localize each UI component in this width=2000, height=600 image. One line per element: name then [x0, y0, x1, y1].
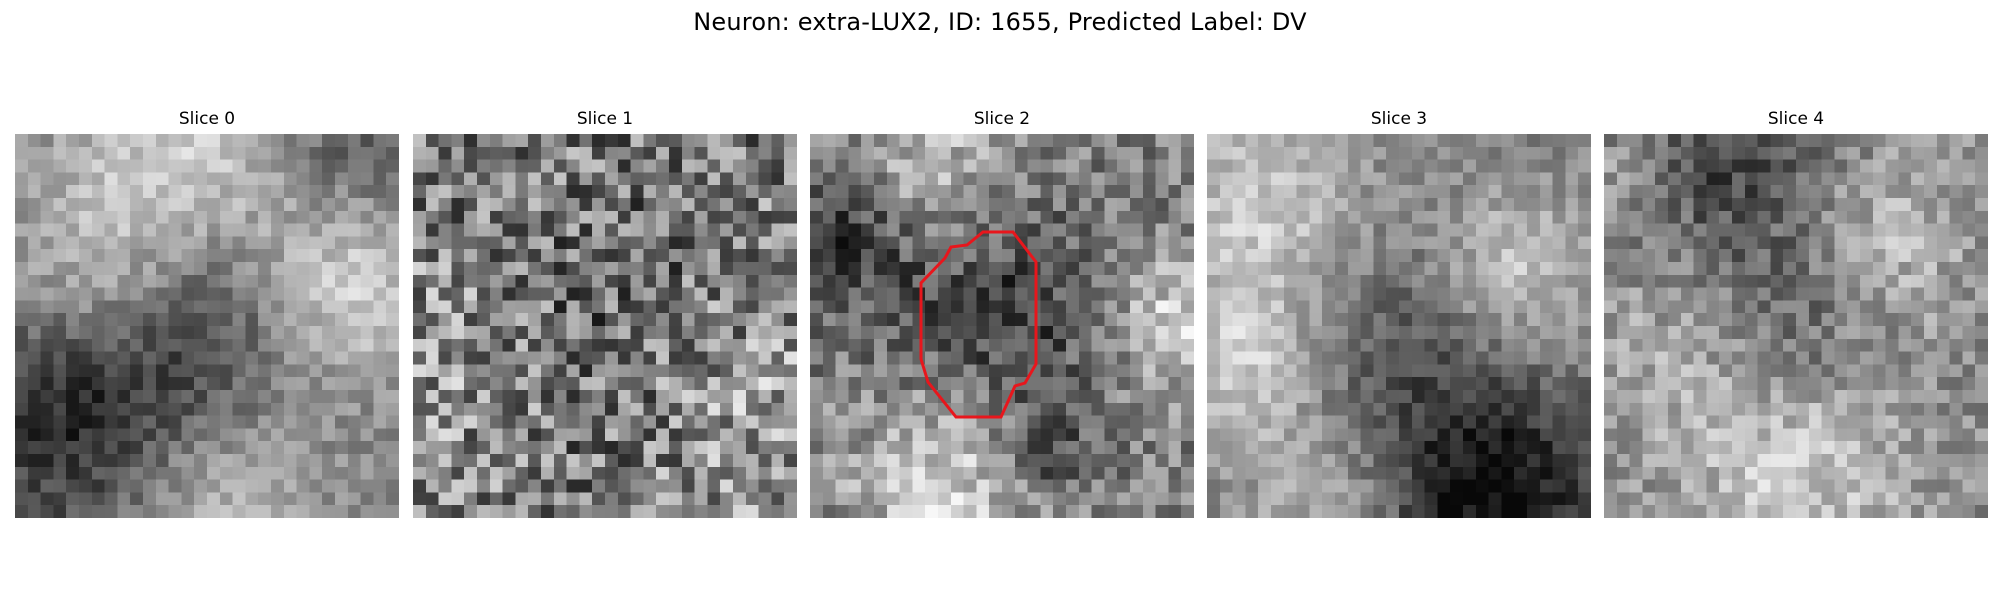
slice-image-4	[1604, 134, 1988, 518]
slice-title-2: Slice 2	[973, 109, 1031, 129]
slice-title-3: Slice 3	[1370, 109, 1428, 129]
slice-title-4: Slice 4	[1767, 109, 1825, 129]
slice-panel-1: Slice 1	[413, 108, 797, 518]
slice-panel-2: Slice 2	[810, 108, 1194, 518]
slice-image-2	[810, 134, 1194, 518]
slice-panel-4: Slice 4	[1604, 108, 1988, 518]
figure-title: Neuron: extra-LUX2, ID: 1655, Predicted …	[693, 8, 1307, 36]
slice-image-3	[1207, 134, 1591, 518]
slice-panel-3: Slice 3	[1207, 108, 1591, 518]
slice-panel-0: Slice 0	[15, 108, 399, 518]
slice-title-1: Slice 1	[576, 109, 634, 129]
slice-image-0	[15, 134, 399, 518]
slice-title-0: Slice 0	[178, 109, 236, 129]
slice-image-1	[413, 134, 797, 518]
